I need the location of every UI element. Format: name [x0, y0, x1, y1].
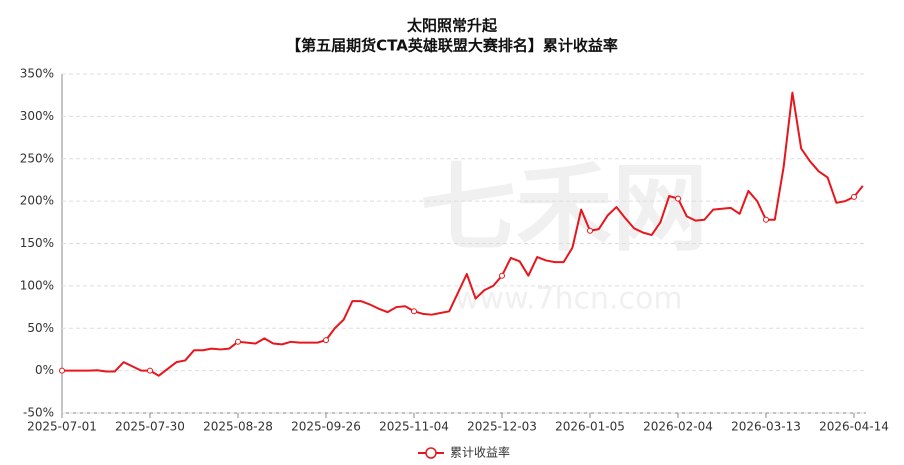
point-marker — [147, 367, 153, 374]
x-tick-label: 2025-12-03 — [467, 420, 537, 434]
watermark: 七禾网 — [420, 152, 708, 264]
x-tick-label: 2026-01-05 — [555, 420, 625, 434]
point-marker — [675, 195, 681, 202]
legend-label: 累计收益率 — [450, 445, 510, 460]
x-tick-label: 2025-11-04 — [379, 420, 449, 434]
point-marker — [851, 193, 857, 200]
point-marker — [323, 337, 329, 344]
point-marker — [763, 216, 769, 223]
chart-subtitle: 【第五届期货CTA英雄联盟大赛排名】累计收益率 — [286, 37, 618, 55]
x-tick-label: 2026-04-14 — [819, 420, 889, 434]
y-tick-label: 350% — [20, 67, 54, 81]
y-tick-label: -50% — [23, 406, 54, 420]
y-tick-label: 100% — [20, 278, 54, 292]
y-tick-label: 50% — [27, 321, 54, 335]
x-tick-label: 2025-09-26 — [291, 420, 361, 434]
legend-marker — [425, 447, 437, 459]
point-marker — [587, 227, 593, 234]
x-tick-label: 2026-03-13 — [731, 420, 801, 434]
y-tick-label: 300% — [20, 109, 54, 123]
x-tick-label: 2025-08-28 — [203, 420, 273, 434]
y-tick-label: 250% — [20, 151, 54, 165]
y-tick-label: 0% — [35, 363, 54, 377]
x-tick-label: 2026-02-04 — [643, 420, 713, 434]
chart-title: 太阳照常升起 — [407, 17, 498, 35]
point-marker — [411, 308, 417, 315]
point-marker — [235, 338, 241, 345]
x-tick-label: 2025-07-01 — [27, 420, 97, 434]
watermark-url: www.7hcn.com — [455, 282, 683, 317]
y-tick-label: 150% — [20, 236, 54, 250]
line — [62, 91, 864, 377]
point-marker — [59, 367, 65, 374]
y-tick-label: 200% — [20, 194, 54, 208]
x-tick-label: 2025-07-30 — [115, 420, 185, 434]
point-marker — [499, 272, 505, 279]
